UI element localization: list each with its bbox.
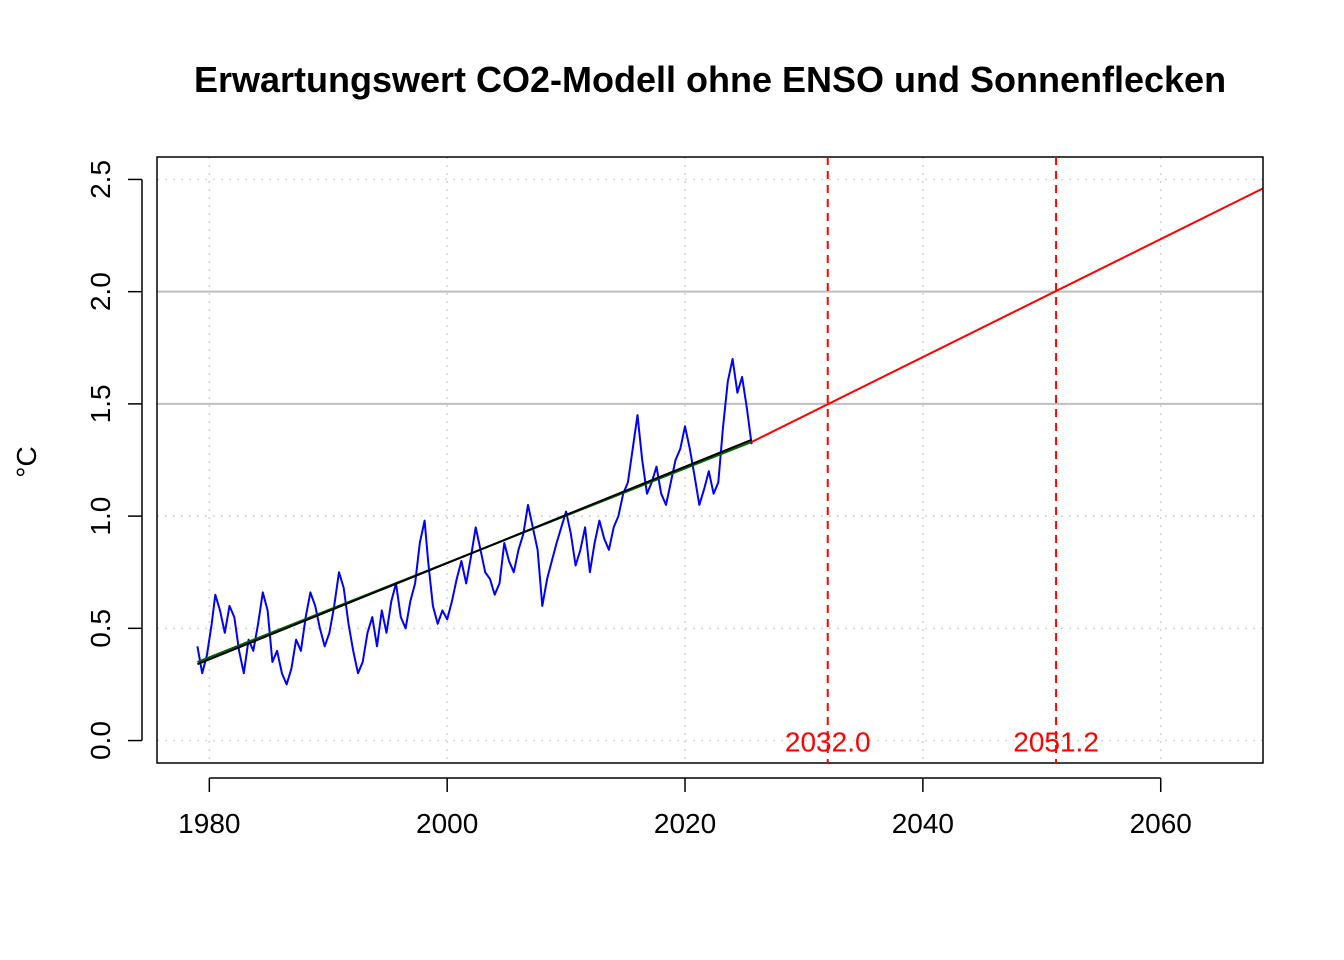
y-tick-label-3: 1.5 <box>85 384 116 423</box>
grid <box>157 157 1263 763</box>
series-line-0 <box>196 358 753 686</box>
threshold-lines: 2032.0 2051.2 <box>785 157 1099 763</box>
y-axis: 0.0 0.5 1.0 1.5 2.0 2.5 <box>85 160 143 760</box>
y-tick-label-5: 2.5 <box>85 160 116 199</box>
y-tick-label-2: 1.0 <box>85 497 116 536</box>
x-tick-label-3: 2040 <box>892 808 954 839</box>
plot-lines <box>196 187 1264 686</box>
x-tick-label-4: 2060 <box>1130 808 1192 839</box>
plot-frame <box>156 156 1264 764</box>
chart-title: Erwartungswert CO2-Modell ohne ENSO und … <box>194 59 1226 100</box>
x-tick-label-0: 1980 <box>178 808 240 839</box>
threshold-label-1: 2051.2 <box>1013 727 1099 758</box>
x-axis: 1980 2000 2020 2040 2060 <box>178 777 1192 839</box>
series-line-3 <box>197 438 752 666</box>
series-line-1 <box>751 187 1264 443</box>
y-tick-label-0: 0.0 <box>85 721 116 760</box>
threshold-label-0: 2032.0 <box>785 727 871 758</box>
x-tick-label-2: 2020 <box>654 808 716 839</box>
x-tick-label-1: 2000 <box>416 808 478 839</box>
y-tick-label-4: 2.0 <box>85 272 116 311</box>
y-tick-label-1: 0.5 <box>85 609 116 648</box>
y-axis-title: °C <box>11 446 42 477</box>
